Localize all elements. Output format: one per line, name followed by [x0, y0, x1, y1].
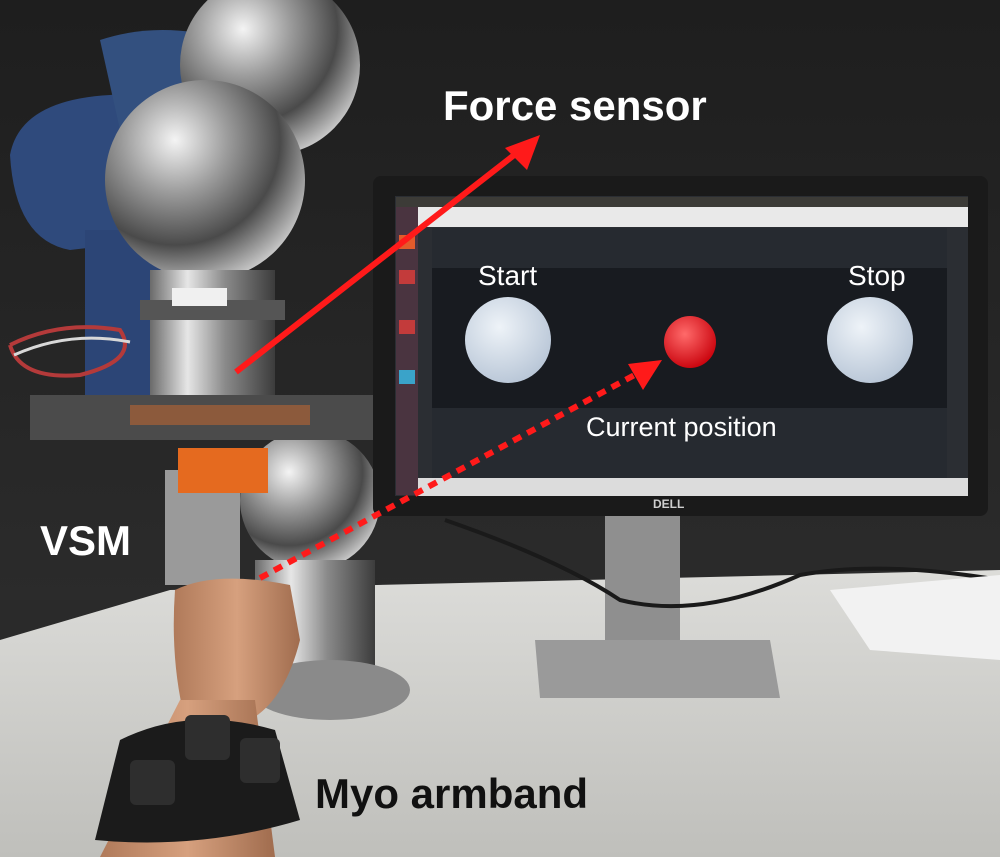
current-position-label: Current position: [586, 412, 777, 442]
stop-label: Stop: [848, 260, 906, 291]
vsm-label: VSM: [40, 517, 132, 564]
monitor-brand-logo: DELL: [653, 497, 685, 511]
force-sensor-label: Force sensor: [443, 82, 707, 129]
myo-armband-label: Myo armband: [315, 770, 589, 817]
start-label: Start: [478, 260, 538, 291]
